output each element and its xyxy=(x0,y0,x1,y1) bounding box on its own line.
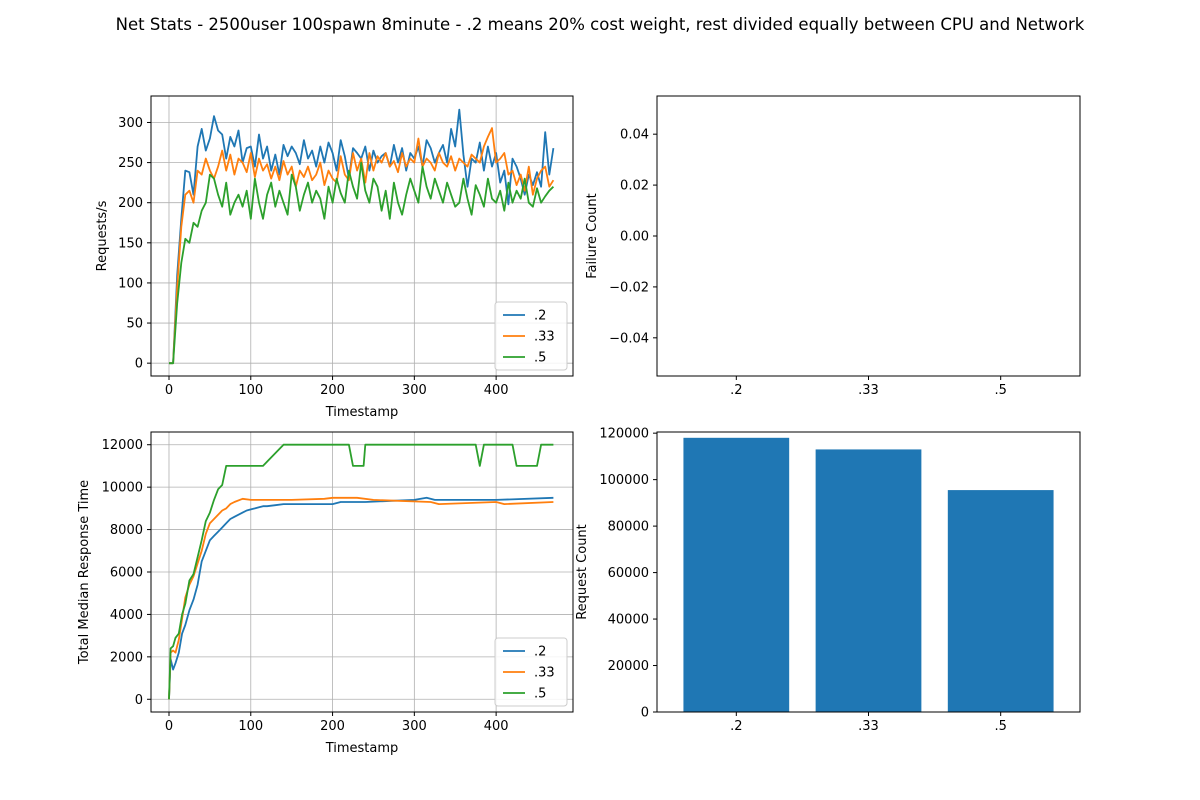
x-axis-label: Timestamp xyxy=(325,741,399,756)
x-tick-label: 400 xyxy=(484,719,509,734)
y-tick-label: 100000 xyxy=(599,473,649,488)
request-count-chart: .2 .33 .5 0 20000 40000 60000 80000 100000 120000… xyxy=(575,427,1081,734)
y-tick-label: 10000 xyxy=(102,481,143,496)
y-tick-label: 150 xyxy=(118,236,143,251)
requests-chart: 0 100 200 300 400050100150200250300Timestamp… xyxy=(95,95,574,420)
series-line xyxy=(169,127,555,365)
x-tick-label: 300 xyxy=(402,719,427,734)
x-tick-label: .2 xyxy=(730,719,742,734)
x-tick-label: 200 xyxy=(320,383,345,398)
y-tick-label: 60000 xyxy=(608,566,649,581)
y-tick-label: 0 xyxy=(641,706,649,721)
y-tick-label: 120000 xyxy=(599,427,649,442)
legend-label: .5 xyxy=(534,687,546,702)
legend-label: .2 xyxy=(534,645,546,660)
series-line xyxy=(168,496,554,700)
series-line xyxy=(169,161,555,365)
x-tick-label: .33 xyxy=(858,719,879,734)
y-tick-label: 0 xyxy=(135,357,143,372)
series-line xyxy=(168,443,554,700)
x-tick-label: 0 xyxy=(165,383,173,398)
y-tick-label: −0.04 xyxy=(609,331,649,346)
x-tick-label: 100 xyxy=(238,719,263,734)
y-tick-label: 0 xyxy=(135,693,143,708)
figure-title: Net Stats - 2500user 100spawn 8minute - … xyxy=(116,15,1085,34)
y-tick-label: 0.02 xyxy=(620,179,649,194)
x-tick-label: 300 xyxy=(402,383,427,398)
failure-count-chart: .2 .33 .5 −0.04 −0.02 0.00 0.02 0.04 Failure Cou… xyxy=(585,95,1081,398)
y-axis-label: Requests/s xyxy=(95,200,110,271)
y-tick-label: 250 xyxy=(118,156,143,171)
x-tick-label: 0 xyxy=(165,719,173,734)
legend-label: .33 xyxy=(534,330,555,345)
axes-frame xyxy=(150,95,574,377)
legend: .2 .33 .5 xyxy=(494,637,568,707)
y-tick-label: 2000 xyxy=(110,650,143,665)
x-tick-label: .33 xyxy=(858,383,879,398)
x-tick-label: 200 xyxy=(320,719,345,734)
bar xyxy=(947,490,1054,712)
y-tick-label: 0.00 xyxy=(620,230,649,245)
legend-label: .5 xyxy=(534,351,546,366)
y-tick-label: 12000 xyxy=(102,438,143,453)
y-tick-label: 50 xyxy=(126,317,143,332)
y-tick-label: 100 xyxy=(118,276,143,291)
legend-box xyxy=(494,637,568,707)
y-axis-label: Request Count xyxy=(575,524,590,620)
y-tick-label: 6000 xyxy=(110,566,143,581)
y-tick-label: 300 xyxy=(118,116,143,131)
y-tick-label: 80000 xyxy=(608,520,649,535)
legend: .2 .33 .5 xyxy=(494,301,568,371)
x-tick-label: 400 xyxy=(484,383,509,398)
y-tick-label: 8000 xyxy=(110,523,143,538)
y-tick-label: 20000 xyxy=(608,659,649,674)
x-tick-label: .5 xyxy=(994,383,1006,398)
y-tick-label: 0.04 xyxy=(620,128,649,143)
bar xyxy=(683,437,790,712)
x-tick-label: .2 xyxy=(730,383,742,398)
y-tick-label: 200 xyxy=(118,196,143,211)
x-tick-label: 100 xyxy=(238,383,263,398)
x-axis-label: Timestamp xyxy=(325,405,399,420)
legend-label: .33 xyxy=(534,666,555,681)
y-tick-label: −0.02 xyxy=(609,280,649,295)
y-tick-label: 4000 xyxy=(110,608,143,623)
legend-label: .2 xyxy=(534,309,546,324)
y-axis-label: Failure Count xyxy=(585,193,600,279)
y-tick-label: 40000 xyxy=(608,613,649,628)
bar xyxy=(815,449,922,712)
x-tick-label: .5 xyxy=(994,719,1006,734)
legend-box xyxy=(494,301,568,371)
y-axis-label: Total Median Response Time xyxy=(77,480,92,665)
response-time-chart: 0 100 200 300 400020004000600080001000012000… xyxy=(77,431,574,756)
